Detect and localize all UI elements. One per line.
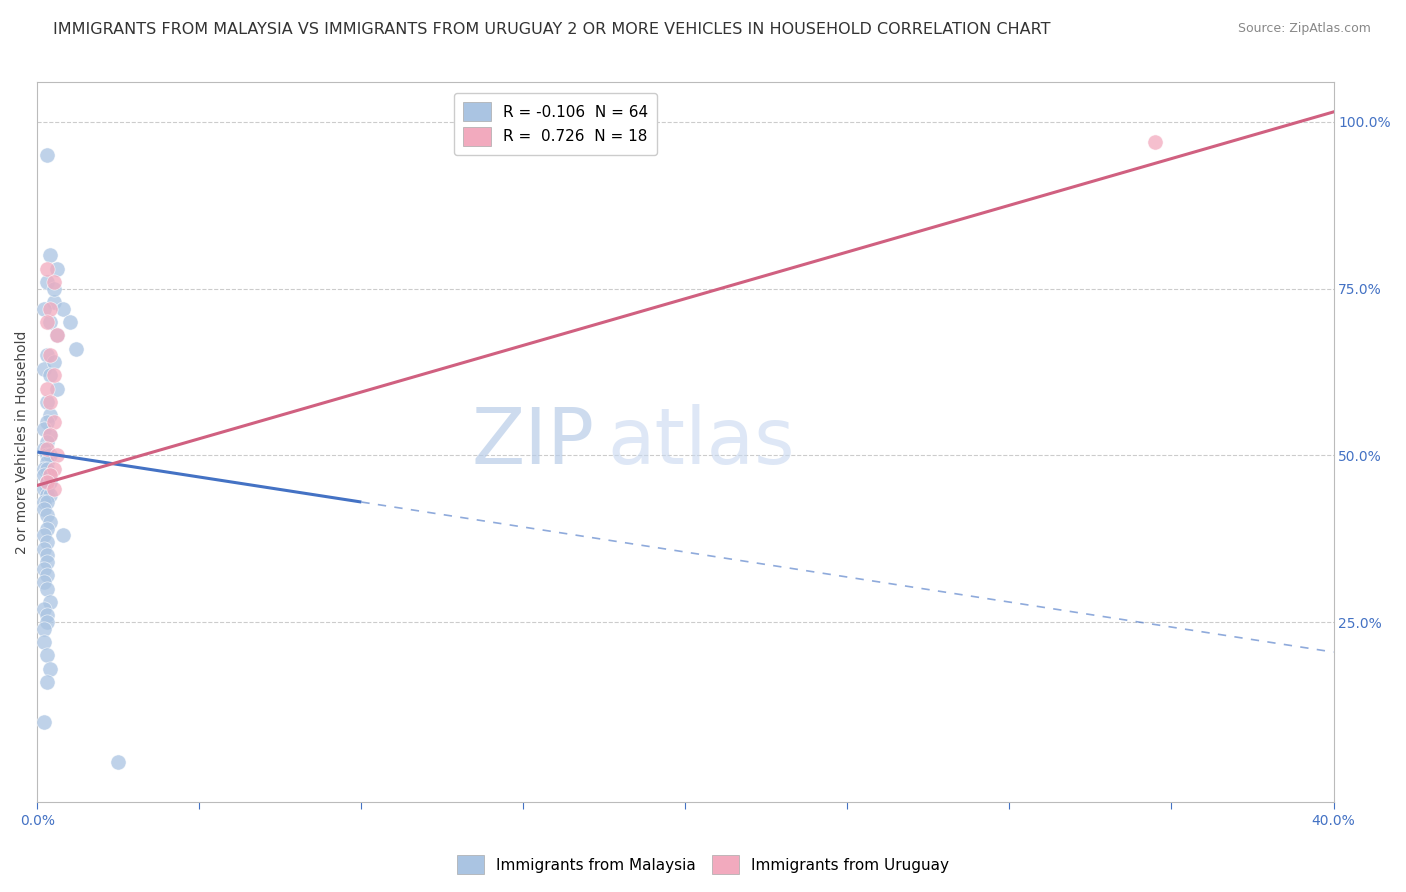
Point — [32, 715, 55, 730]
Point — [45, 448, 67, 462]
Point — [35, 435, 58, 450]
Legend: R = -0.106  N = 64, R =  0.726  N = 18: R = -0.106 N = 64, R = 0.726 N = 18 — [454, 93, 658, 155]
Point — [32, 562, 55, 576]
Point — [42, 295, 65, 310]
Text: IMMIGRANTS FROM MALAYSIA VS IMMIGRANTS FROM URUGUAY 2 OR MORE VEHICLES IN HOUSEH: IMMIGRANTS FROM MALAYSIA VS IMMIGRANTS F… — [53, 22, 1050, 37]
Point — [39, 468, 62, 483]
Point — [35, 442, 58, 456]
Point — [35, 615, 58, 629]
Point — [39, 301, 62, 316]
Point — [39, 662, 62, 676]
Point — [45, 328, 67, 343]
Point — [35, 508, 58, 523]
Point — [32, 482, 55, 496]
Point — [65, 342, 87, 356]
Point — [35, 475, 58, 489]
Text: ZIP: ZIP — [471, 404, 595, 480]
Point — [35, 549, 58, 563]
Point — [39, 248, 62, 262]
Point — [35, 315, 58, 329]
Point — [42, 282, 65, 296]
Point — [35, 675, 58, 690]
Point — [35, 261, 58, 276]
Point — [39, 488, 62, 502]
Point — [107, 755, 129, 769]
Point — [32, 601, 55, 615]
Point — [39, 428, 62, 442]
Text: atlas: atlas — [607, 404, 796, 480]
Point — [35, 475, 58, 489]
Point — [52, 528, 75, 542]
Point — [35, 582, 58, 596]
Point — [32, 541, 55, 556]
Point — [39, 475, 62, 489]
Point — [35, 495, 58, 509]
Point — [35, 522, 58, 536]
Point — [32, 442, 55, 456]
Point — [45, 261, 67, 276]
Point — [59, 315, 82, 329]
Point — [39, 409, 62, 423]
Point — [32, 501, 55, 516]
Point — [35, 275, 58, 289]
Point — [1144, 135, 1167, 149]
Point — [39, 448, 62, 462]
Point — [32, 301, 55, 316]
Point — [32, 461, 55, 475]
Point — [39, 468, 62, 483]
Legend: Immigrants from Malaysia, Immigrants from Uruguay: Immigrants from Malaysia, Immigrants fro… — [451, 849, 955, 880]
Point — [35, 461, 58, 475]
Point — [42, 415, 65, 429]
Point — [39, 368, 62, 383]
Point — [32, 495, 55, 509]
Point — [35, 648, 58, 663]
Point — [39, 395, 62, 409]
Point — [42, 275, 65, 289]
Point — [32, 622, 55, 636]
Point — [32, 635, 55, 649]
Point — [32, 575, 55, 590]
Point — [35, 482, 58, 496]
Point — [35, 395, 58, 409]
Point — [45, 382, 67, 396]
Y-axis label: 2 or more Vehicles in Household: 2 or more Vehicles in Household — [15, 330, 30, 554]
Point — [39, 348, 62, 362]
Point — [35, 608, 58, 623]
Point — [45, 328, 67, 343]
Point — [35, 555, 58, 569]
Point — [35, 448, 58, 462]
Point — [32, 361, 55, 376]
Point — [35, 535, 58, 549]
Point — [39, 515, 62, 529]
Point — [32, 528, 55, 542]
Point — [35, 382, 58, 396]
Point — [32, 468, 55, 483]
Point — [39, 428, 62, 442]
Point — [35, 488, 58, 502]
Text: Source: ZipAtlas.com: Source: ZipAtlas.com — [1237, 22, 1371, 36]
Point — [52, 301, 75, 316]
Point — [35, 348, 58, 362]
Point — [35, 415, 58, 429]
Point — [35, 455, 58, 469]
Point — [42, 482, 65, 496]
Point — [39, 595, 62, 609]
Point — [35, 148, 58, 162]
Point — [42, 355, 65, 369]
Point — [42, 461, 65, 475]
Point — [42, 368, 65, 383]
Point — [35, 568, 58, 582]
Point — [39, 315, 62, 329]
Point — [32, 422, 55, 436]
